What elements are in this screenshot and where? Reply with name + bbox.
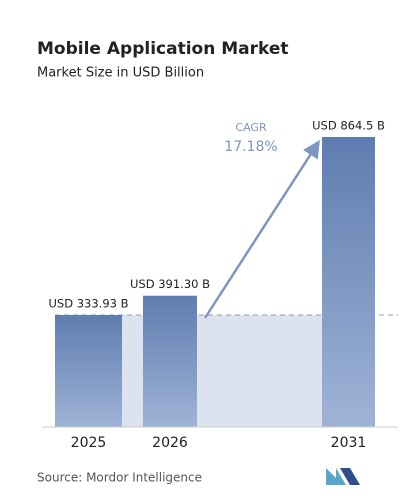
value-label: USD 864.5 B <box>312 119 385 133</box>
source: Source: Mordor Intelligence <box>37 471 202 485</box>
x-tick-label: 2025 <box>71 435 107 451</box>
value-label: USD 391.30 B <box>130 277 210 291</box>
chart-subtitle: Market Size in USD Billion <box>37 66 204 81</box>
cagr-arrow <box>203 140 320 319</box>
x-tick-label: 2031 <box>331 435 367 451</box>
chart-title: Mobile Application Market <box>37 39 289 59</box>
cagr-value: 17.18% <box>224 139 277 155</box>
bar <box>55 314 122 427</box>
x-tick-label: 2026 <box>152 435 188 451</box>
value-label: USD 333.93 B <box>48 296 128 310</box>
cagr-label: CAGR <box>235 121 267 134</box>
bar <box>143 295 197 427</box>
logo <box>326 468 360 485</box>
bar <box>322 137 375 427</box>
